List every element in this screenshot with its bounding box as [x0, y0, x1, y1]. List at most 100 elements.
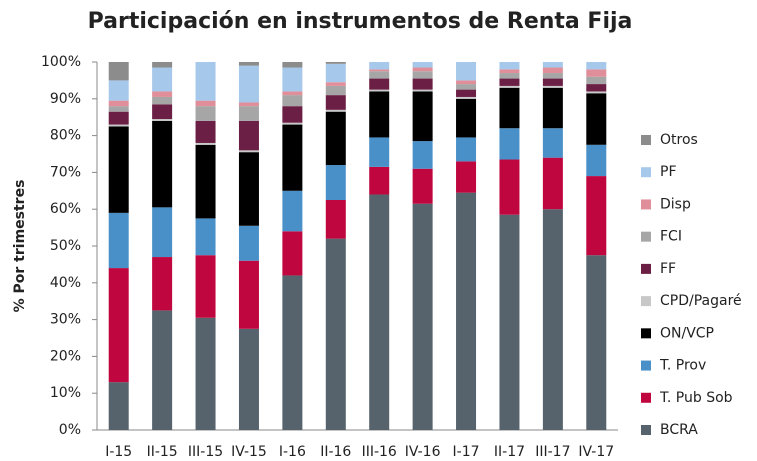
bar-segment	[542, 128, 563, 158]
bar-segment	[369, 166, 390, 195]
bar-segment	[499, 69, 520, 74]
x-tick-label: IV-16	[405, 444, 441, 460]
bar-segment	[412, 78, 433, 90]
bar-segment	[586, 69, 607, 77]
x-tick-label: I-17	[453, 444, 480, 460]
bar-segment	[586, 93, 607, 145]
bar-segment	[456, 137, 477, 162]
bar-segment	[152, 119, 173, 121]
legend-swatch	[641, 296, 651, 307]
y-tick-label: 0%	[59, 422, 81, 438]
legend-swatch	[641, 135, 651, 145]
legend-label: FCI	[660, 229, 682, 245]
bar-segment	[152, 62, 173, 68]
bar-segment	[195, 218, 216, 256]
bar-segment	[152, 91, 173, 97]
bar-segment	[108, 268, 129, 383]
bar-segment	[195, 255, 216, 318]
legend-label: PF	[660, 164, 677, 180]
bar-segment	[586, 176, 607, 256]
bar-segment	[369, 71, 390, 79]
bar-segment	[238, 328, 259, 430]
bar-segment	[282, 91, 303, 96]
bar-segment	[108, 212, 129, 269]
bar-segment	[282, 95, 303, 107]
bar-segment	[369, 137, 390, 167]
bar-segment	[108, 124, 129, 127]
bar-segment	[152, 207, 173, 258]
bar-segment	[282, 124, 303, 191]
bar-segment	[542, 85, 563, 88]
bar-segment	[238, 225, 259, 261]
bar-segment	[325, 109, 346, 112]
legend-swatch	[641, 167, 651, 178]
legend-label: Otros	[660, 132, 698, 148]
y-tick-label: 60%	[50, 201, 81, 217]
bar-segment	[586, 91, 607, 94]
bar-segment	[152, 67, 173, 92]
bar-segment	[586, 84, 607, 92]
bar-segment	[108, 106, 129, 112]
bar-segment	[195, 317, 216, 430]
bar-segment	[542, 62, 563, 68]
x-tick-label: II-15	[147, 444, 178, 460]
bar-segment	[325, 62, 346, 64]
legend-label: ON/VCP	[660, 325, 714, 341]
bar-segment	[456, 192, 477, 430]
bar-segment	[542, 67, 563, 74]
bar-segment	[108, 111, 129, 125]
bar-segment	[238, 150, 259, 153]
y-tick-label: 90%	[50, 91, 81, 107]
bar-segment	[499, 159, 520, 215]
bar-segment	[325, 238, 346, 430]
bar-segment	[369, 194, 390, 430]
x-tick-label: II-16	[320, 444, 351, 460]
legend-label: T. Prov	[659, 358, 706, 374]
legend-swatch	[641, 328, 651, 339]
legend-swatch	[641, 263, 651, 274]
bar-segment	[282, 190, 303, 232]
bar-segment	[108, 80, 129, 101]
bar-segment	[325, 63, 346, 83]
bar-segment	[412, 168, 433, 204]
bar-segment	[456, 96, 477, 99]
bar-segment	[238, 62, 259, 66]
y-tick-label: 30%	[50, 312, 81, 328]
bar-segment	[369, 78, 390, 90]
y-tick-label: 10%	[50, 385, 81, 401]
bar-segment	[238, 120, 259, 151]
bar-segment	[412, 141, 433, 169]
bar-segment	[412, 71, 433, 79]
legend-label: FF	[660, 261, 676, 277]
bar-segment	[282, 106, 303, 123]
bar-segment	[586, 144, 607, 177]
x-tick-label: II-17	[494, 444, 525, 460]
bar-segment	[499, 78, 520, 86]
x-tick-label: IV-15	[231, 444, 267, 460]
bar-segment	[282, 231, 303, 276]
bar-segment	[586, 255, 607, 430]
x-tick-label: III-17	[535, 444, 570, 460]
bar-segment	[152, 120, 173, 208]
bar-segment	[108, 382, 129, 430]
y-tick-label: 70%	[50, 164, 81, 180]
bar-segment	[456, 62, 477, 81]
bar-segment	[238, 65, 259, 103]
x-tick-label: IV-17	[578, 444, 614, 460]
bar-segment	[152, 104, 173, 120]
chart-title: Participación en instrumentos de Renta F…	[88, 9, 633, 34]
bar-segment	[456, 89, 477, 97]
bar-segment	[325, 95, 346, 110]
bar-segment	[282, 275, 303, 430]
legend-label: Disp	[660, 196, 691, 212]
y-tick-label: 40%	[50, 275, 81, 291]
bar-segment	[456, 80, 477, 85]
legend-swatch	[641, 425, 651, 435]
bar-segment	[195, 62, 216, 101]
bar-segment	[412, 62, 433, 68]
bar-segment	[238, 260, 259, 329]
bar-segment	[282, 62, 303, 68]
legend-swatch	[641, 231, 651, 242]
bar-segment	[542, 87, 563, 129]
